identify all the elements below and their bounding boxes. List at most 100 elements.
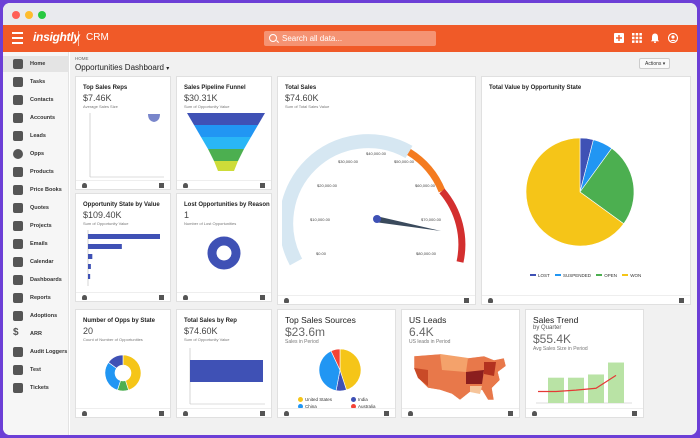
us-leads-card[interactable]: US Leads 6.4K US leads in Period <box>401 309 520 418</box>
sidebar-item-reports[interactable]: Reports <box>3 290 69 306</box>
sales-by-rep-card[interactable]: Total Sales by Rep $74.60K Sum of Opport… <box>176 309 272 418</box>
table-icon[interactable] <box>159 411 164 416</box>
pie-slice <box>525 137 625 247</box>
user-icon[interactable] <box>82 411 87 416</box>
tickets-icon <box>13 383 23 393</box>
sidebar-item-home[interactable]: Home <box>3 56 69 72</box>
card-footer <box>76 180 170 189</box>
sidebar-item-price-books[interactable]: Price Books <box>3 182 69 198</box>
maximize-window-button[interactable] <box>38 11 46 19</box>
user-icon[interactable] <box>488 298 493 303</box>
trend-line <box>538 374 617 393</box>
table-icon[interactable] <box>508 411 513 416</box>
table-icon[interactable] <box>679 298 684 303</box>
accounts-icon <box>13 113 23 123</box>
sales-trend-card[interactable]: Sales Trend by Quarter $55.4K Avg Sales … <box>525 309 644 418</box>
sidebar-item-quotes[interactable]: Quotes <box>3 200 69 216</box>
total-sales-gauge: $0.00 $10,000.00 $20,000.00 $30,000.00 $… <box>282 134 466 266</box>
sidebar-item-tickets[interactable]: Tickets <box>3 380 69 396</box>
table-icon[interactable] <box>260 295 265 300</box>
user-icon[interactable] <box>408 411 413 416</box>
opps-by-state-card[interactable]: Number of Opps by State 20 Count of Numb… <box>75 309 171 418</box>
sidebar-item-projects[interactable]: Projects <box>3 218 69 234</box>
apps-grid-icon[interactable] <box>632 33 642 43</box>
sidebar-item-contacts[interactable]: Contacts <box>3 92 69 108</box>
actions-button[interactable]: Actions ▾ <box>639 58 670 69</box>
sidebar-item-label: ARR <box>30 331 42 337</box>
pie-legend: LOST SUSPENDED OPEN WON <box>526 273 641 278</box>
sidebar-item-accounts[interactable]: Accounts <box>3 110 69 126</box>
user-icon[interactable] <box>183 411 188 416</box>
state-by-value-card[interactable]: Opportunity State by Value $109.40K Sum … <box>75 193 171 302</box>
add-icon[interactable] <box>614 33 624 43</box>
global-search-input[interactable]: Search all data... <box>264 31 436 46</box>
state-bar <box>88 264 91 269</box>
gauge-tick-label: $50,000.00 <box>394 159 415 164</box>
card-subtitle: Sum of Total Sales Value <box>285 104 330 109</box>
state-bar <box>88 254 93 259</box>
card-footer <box>76 292 170 301</box>
bell-icon[interactable] <box>650 33 660 43</box>
sidebar-item-calendar[interactable]: Calendar <box>3 254 69 270</box>
top-sales-reps-card[interactable]: Top Sales Reps $7.46K Average Sales Size <box>75 76 171 190</box>
lost-by-reason-card[interactable]: Lost Opportunities by Reason 1 Number of… <box>176 193 272 302</box>
sidebar-item-tasks[interactable]: Tasks <box>3 74 69 90</box>
dashboard-title-dropdown[interactable]: Opportunities Dashboard ▾ <box>75 63 169 72</box>
user-icon[interactable] <box>668 33 678 43</box>
user-icon[interactable] <box>183 183 188 188</box>
total-value-by-state-card[interactable]: Total Value by Opportunity State LOST SU… <box>481 76 691 305</box>
sidebar-item-dashboards[interactable]: Dashboards <box>3 272 69 288</box>
user-icon[interactable] <box>284 298 289 303</box>
dashboards-icon <box>13 275 23 285</box>
legend-dot <box>298 404 303 410</box>
gauge-tick-label: $30,000.00 <box>338 159 359 164</box>
table-icon[interactable] <box>384 411 389 416</box>
user-icon[interactable] <box>284 411 289 416</box>
card-footer <box>177 408 271 417</box>
sidebar-item-test[interactable]: Test <box>3 362 69 378</box>
map-region <box>440 354 468 372</box>
sidebar-item-label: Products <box>30 169 54 175</box>
app-logo[interactable]: insightly <box>33 30 80 44</box>
card-footer <box>177 180 271 189</box>
sidebar-item-label: Reports <box>30 295 51 301</box>
user-icon[interactable] <box>82 295 87 300</box>
card-title: Total Sales by Rep <box>184 318 237 324</box>
gauge-pivot <box>373 215 381 223</box>
card-subtitle: Avg Sales Size in Period <box>533 346 588 352</box>
gauge-band <box>282 134 413 266</box>
close-window-button[interactable] <box>12 11 20 19</box>
table-icon[interactable] <box>260 183 265 188</box>
card-value: 20 <box>83 326 94 336</box>
legend-dot <box>351 397 356 403</box>
tasks-icon <box>13 77 23 87</box>
table-icon[interactable] <box>159 295 164 300</box>
sales-pipeline-funnel-card[interactable]: Sales Pipeline Funnel $30.31K Sum of Opp… <box>176 76 272 190</box>
sidebar-item-arr[interactable]: $ ARR <box>3 326 69 342</box>
sidebar-item-emails[interactable]: Emails <box>3 236 69 252</box>
legend-label: United States <box>305 397 333 402</box>
sidebar-item-leads[interactable]: Leads <box>3 128 69 144</box>
menu-icon[interactable] <box>12 32 23 44</box>
sidebar-item-audit-loggers[interactable]: Audit Loggers <box>3 344 69 360</box>
table-icon[interactable] <box>260 411 265 416</box>
card-value: $109.40K <box>83 210 122 220</box>
user-icon[interactable] <box>82 183 87 188</box>
sidebar-item-adoptions[interactable]: Adoptions <box>3 308 69 324</box>
breadcrumb[interactable]: HOME <box>75 56 89 61</box>
table-icon[interactable] <box>159 183 164 188</box>
top-sales-sources-card[interactable]: Top Sales Sources $23.6m Sales in Period… <box>277 309 396 418</box>
gauge-tick-label: $60,000.00 <box>415 183 436 188</box>
table-icon[interactable] <box>632 411 637 416</box>
total-sales-card[interactable]: Total Sales $74.60K Sum of Total Sales V… <box>277 76 476 305</box>
table-icon[interactable] <box>464 298 469 303</box>
legend-label: LOST <box>538 273 550 278</box>
sidebar-item-products[interactable]: Products <box>3 164 69 180</box>
user-icon[interactable] <box>183 295 188 300</box>
sidebar-item-opps[interactable]: Opps <box>3 146 69 162</box>
sidebar-item-label: Quotes <box>30 205 49 211</box>
minimize-window-button[interactable] <box>25 11 33 19</box>
user-icon[interactable] <box>532 411 537 416</box>
state-by-value-bars <box>87 230 160 286</box>
chevron-down-icon: ▾ <box>662 61 666 67</box>
